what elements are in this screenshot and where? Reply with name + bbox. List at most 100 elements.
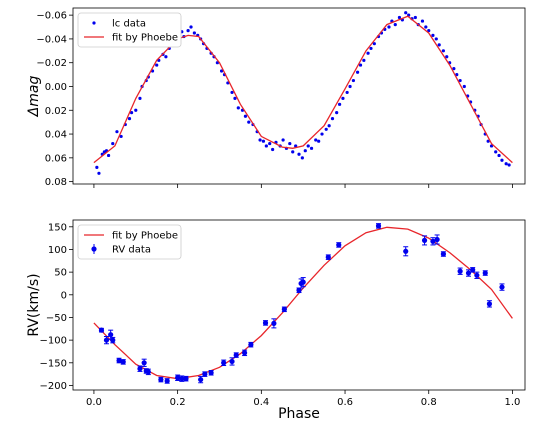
- data-point: [202, 371, 208, 377]
- data-point: [127, 116, 132, 121]
- data-point: [355, 70, 360, 74]
- data-point: [103, 337, 110, 343]
- y-tick-label: 0: [61, 290, 67, 301]
- x-tick-label: 0.2: [170, 397, 186, 408]
- legend-label: RV data: [112, 245, 151, 256]
- data-point: [115, 130, 119, 134]
- data-point: [420, 19, 425, 23]
- data-point: [358, 63, 363, 67]
- y-tick-label: 150: [48, 222, 67, 233]
- data-point: [110, 337, 116, 343]
- data-point: [186, 28, 190, 33]
- data-point: [362, 58, 366, 62]
- data-point: [337, 102, 342, 106]
- data-point: [497, 153, 501, 158]
- y-tick-label: 100: [48, 245, 67, 256]
- legend: fit by Phoebe RV data: [77, 224, 182, 260]
- data-point: [233, 352, 239, 358]
- data-point: [413, 15, 417, 20]
- data-point: [336, 242, 342, 248]
- data-point: [262, 320, 269, 326]
- data-point: [455, 72, 459, 77]
- data-point: [430, 238, 436, 244]
- data-point: [98, 327, 105, 333]
- data-point: [175, 375, 181, 381]
- legend-box: [77, 12, 182, 48]
- data-point: [500, 158, 504, 162]
- legend-label: fit by Phoebe: [112, 231, 178, 242]
- y-axis-label: Δmag: [26, 76, 42, 118]
- data-point: [427, 28, 431, 33]
- data-point: [134, 108, 138, 112]
- data-point: [281, 138, 285, 142]
- data-point: [325, 254, 331, 260]
- y-tick-label: −0.02: [36, 58, 67, 69]
- data-point: [445, 55, 449, 59]
- data-point: [291, 150, 295, 154]
- legend-label: lc data: [112, 19, 146, 30]
- data-point: [261, 139, 266, 143]
- legend-point-swatch: [91, 246, 97, 252]
- data-point: [208, 370, 214, 376]
- data-point: [486, 301, 493, 307]
- data-point: [300, 156, 304, 160]
- data-point: [294, 144, 298, 148]
- data-point: [120, 359, 126, 365]
- data-point: [335, 111, 339, 115]
- data-point: [348, 84, 352, 89]
- data-point: [230, 90, 234, 95]
- x-tick-label: 0.6: [337, 397, 353, 408]
- data-point: [116, 357, 122, 364]
- data-point: [155, 63, 159, 67]
- data-point: [129, 111, 134, 115]
- data-point: [179, 376, 185, 382]
- data-point: [424, 25, 428, 29]
- data-point: [106, 153, 111, 158]
- data-point: [271, 320, 277, 326]
- data-point: [403, 248, 409, 254]
- data-point: [486, 139, 490, 143]
- legend-box: [77, 224, 182, 260]
- y-tick-label: 0.02: [45, 106, 67, 117]
- data-point: [97, 171, 101, 175]
- data-point: [465, 270, 472, 276]
- data-point: [341, 96, 345, 100]
- data-point: [431, 33, 435, 37]
- data-point: [441, 49, 445, 53]
- y-tick-label: 0.06: [45, 153, 67, 164]
- data-point: [198, 376, 204, 383]
- legend-label: fit by Phoebe: [112, 33, 178, 44]
- y-tick-label: −0.04: [36, 34, 67, 45]
- data-point: [271, 147, 275, 152]
- y-tick-label: −200: [40, 381, 67, 392]
- data-point: [236, 106, 240, 110]
- data-point: [229, 358, 235, 365]
- data-point: [452, 67, 456, 71]
- data-point: [137, 366, 143, 372]
- data-point: [421, 237, 428, 243]
- data-point: [111, 141, 115, 146]
- data-point: [192, 31, 196, 35]
- data-point: [330, 116, 335, 121]
- rv-panel: −200 −150 −100 −50 0 50 100 150 0.0 0.2 0.4 0.6 0.8 1…: [26, 219, 526, 422]
- legend-point-swatch: [92, 21, 96, 25]
- y-axis-label: RV(km/s): [26, 273, 42, 336]
- data-point: [499, 284, 505, 290]
- data-point: [268, 141, 272, 146]
- data-point: [482, 270, 488, 276]
- plot-frame: [72, 219, 526, 391]
- data-point: [397, 15, 402, 20]
- data-point: [248, 342, 254, 348]
- data-point: [189, 25, 193, 29]
- data-point: [324, 127, 328, 131]
- data-point: [507, 163, 511, 167]
- data-point: [164, 55, 168, 59]
- data-point: [404, 11, 408, 15]
- data-point: [243, 114, 248, 118]
- data-point: [309, 146, 314, 150]
- data-point: [474, 272, 480, 278]
- data-point: [458, 78, 462, 83]
- x-axis-label: Phase: [278, 406, 320, 422]
- data-point: [375, 223, 382, 229]
- data-point: [281, 306, 287, 312]
